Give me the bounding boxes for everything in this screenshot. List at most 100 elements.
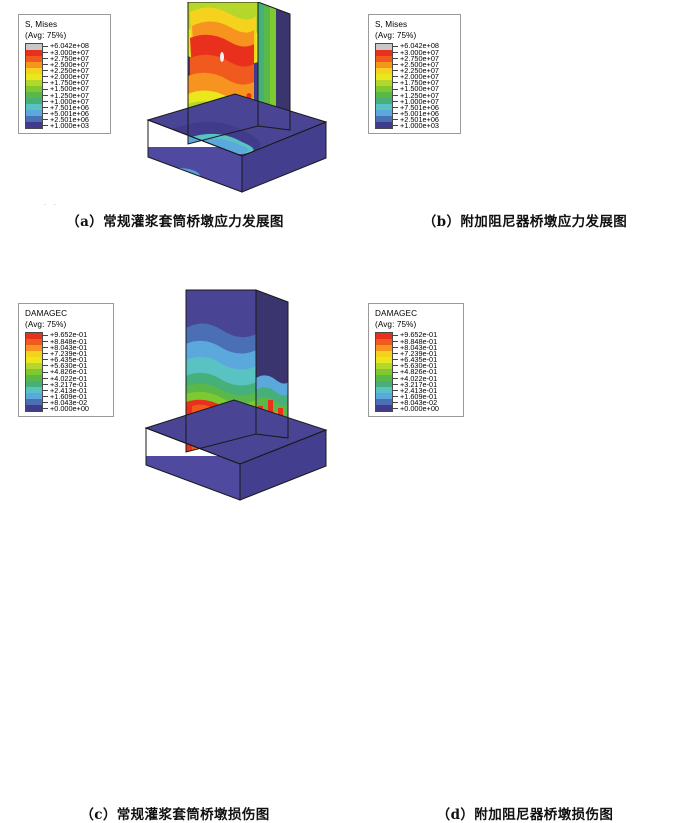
legend-tick-label: +3.000e+07 bbox=[393, 48, 455, 56]
legend-swatch bbox=[26, 98, 42, 104]
legend-tick-label: +2.501e+06 bbox=[43, 116, 105, 123]
legend-tick-label: +2.413e-01 bbox=[43, 387, 108, 394]
legend-b: S, Mises (Avg: 75%) +6.042e+08 +3.000e+07… bbox=[368, 14, 461, 134]
legend-swatch bbox=[376, 345, 392, 351]
legend-tick-label: +2.500e+07 bbox=[43, 61, 105, 68]
legend-d-title-line2: (Avg: 75%) bbox=[375, 319, 417, 329]
legend-swatch bbox=[376, 56, 392, 62]
legend-tick-label: +6.042e+08 bbox=[43, 42, 105, 50]
legend-tick-label: +1.500e+07 bbox=[393, 85, 455, 93]
legend-swatch bbox=[26, 339, 42, 345]
legend-tick-label: +8.848e-01 bbox=[393, 337, 458, 345]
legend-tick-label: +2.000e+07 bbox=[393, 73, 455, 80]
legend-swatch bbox=[376, 50, 392, 56]
panel-b: S, Mises (Avg: 75%) +6.042e+08 +3.000e+07… bbox=[350, 0, 700, 278]
legend-swatch bbox=[26, 381, 42, 387]
legend-swatch bbox=[376, 363, 392, 369]
legend-tick-label: +1.750e+07 bbox=[43, 79, 105, 87]
legend-tick-label: +6.435e-01 bbox=[393, 356, 458, 363]
legend-swatch bbox=[376, 405, 392, 411]
legend-tick-label: +1.000e+07 bbox=[393, 97, 455, 105]
legend-swatch bbox=[376, 381, 392, 387]
legend-tick-label: +8.848e-01 bbox=[43, 337, 108, 345]
legend-swatch bbox=[26, 110, 42, 116]
legend-c-title-line2: (Avg: 75%) bbox=[25, 319, 67, 329]
legend-tick-label: +2.413e-01 bbox=[393, 387, 458, 394]
legend-swatch bbox=[26, 56, 42, 62]
legend-swatch bbox=[376, 68, 392, 74]
legend-tick-label: +1.250e+07 bbox=[43, 91, 105, 99]
legend-swatch bbox=[26, 369, 42, 375]
legend-swatch bbox=[26, 80, 42, 86]
legend-tick-label: +2.750e+07 bbox=[43, 54, 105, 62]
fea-model-a-stress-no-damper bbox=[130, 2, 345, 202]
legend-swatch bbox=[26, 345, 42, 351]
legend-tick-label: +6.042e+08 bbox=[393, 42, 455, 50]
legend-swatch bbox=[376, 74, 392, 80]
legend-tick-label: +6.435e-01 bbox=[43, 356, 108, 363]
legend-swatch bbox=[376, 375, 392, 381]
panel-a: S, Mises (Avg: 75%) +6.042e+08 +3.000e+07… bbox=[0, 0, 350, 278]
legend-tick-label: +3.000e+07 bbox=[43, 48, 105, 56]
legend-tick-label: +2.000e+07 bbox=[43, 73, 105, 80]
caption-b: （b）附加阻尼器桥墩应力发展图 bbox=[422, 214, 628, 230]
legend-tick-label: +2.750e+07 bbox=[393, 54, 455, 62]
fea-model-c-damage-no-damper bbox=[130, 288, 345, 508]
legend-c-colorbar bbox=[25, 332, 43, 412]
legend-tick-label: +2.501e+06 bbox=[393, 116, 455, 123]
legend-swatch bbox=[376, 393, 392, 399]
legend-tick-label: +5.630e-01 bbox=[393, 362, 458, 369]
legend-swatch bbox=[26, 333, 42, 339]
legend-swatch bbox=[376, 80, 392, 86]
legend-tick-label: +1.609e-01 bbox=[393, 393, 458, 400]
legend-tick-label: +1.000e+03 bbox=[43, 122, 105, 129]
legend-swatch bbox=[26, 68, 42, 74]
legend-tick-label: +9.652e-01 bbox=[393, 331, 458, 339]
legend-swatch bbox=[376, 104, 392, 110]
legend-tick-label: +7.501e+06 bbox=[393, 104, 455, 111]
caption-a: （a）常规灌浆套筒桥墩应力发展图 bbox=[66, 214, 284, 230]
legend-swatch bbox=[376, 110, 392, 116]
legend-tick-label: +8.043e-02 bbox=[393, 399, 458, 406]
legend-swatch bbox=[26, 375, 42, 381]
legend-swatch bbox=[376, 122, 392, 128]
legend-tick-label: +0.000e+00 bbox=[43, 405, 108, 413]
legend-swatch bbox=[26, 351, 42, 357]
legend-tick-label: +1.000e+07 bbox=[43, 97, 105, 105]
legend-tick-label: +5.630e-01 bbox=[43, 362, 108, 369]
legend-d: DAMAGEC (Avg: 75%) +9.652e-01 +8.848e-01 +… bbox=[368, 303, 464, 417]
legend-tick-label: +9.652e-01 bbox=[43, 331, 108, 339]
legend-c-title-line1: DAMAGEC bbox=[25, 309, 68, 318]
legend-tick-label: +4.826e-01 bbox=[393, 368, 458, 376]
legend-tick-label: +1.609e-01 bbox=[43, 393, 108, 400]
legend-a: S, Mises (Avg: 75%) +6.042e+08 +3.000e+07… bbox=[18, 14, 111, 134]
legend-tick-label: +4.022e-01 bbox=[393, 374, 458, 382]
legend-swatch bbox=[26, 74, 42, 80]
legend-swatch bbox=[26, 387, 42, 393]
legend-c: DAMAGEC (Avg: 75%) +9.652e-01 +8.848e-01 +… bbox=[18, 303, 114, 417]
legend-swatch bbox=[376, 369, 392, 375]
legend-tick-label: +7.239e-01 bbox=[43, 350, 108, 357]
legend-tick-label: +3.217e-01 bbox=[43, 380, 108, 388]
legend-swatch bbox=[376, 339, 392, 345]
legend-tick-label: +2.250e+07 bbox=[393, 67, 455, 74]
legend-tick-label: +8.043e-01 bbox=[43, 344, 108, 351]
legend-swatch bbox=[26, 92, 42, 98]
legend-swatch bbox=[26, 62, 42, 68]
legend-b-title-line1: S, Mises bbox=[375, 20, 408, 29]
legend-tick-label: +2.250e+07 bbox=[43, 67, 105, 74]
legend-tick-label: +1.000e+03 bbox=[393, 122, 455, 129]
legend-tick-label: +7.239e-01 bbox=[393, 350, 458, 357]
legend-d-ticklabels: +9.652e-01 +8.848e-01 +8.043e-01 +7.239e-01… bbox=[393, 331, 458, 413]
legend-swatch bbox=[376, 116, 392, 122]
legend-swatch bbox=[376, 333, 392, 339]
legend-swatch bbox=[26, 44, 42, 50]
legend-tick-label: +2.500e+07 bbox=[393, 61, 455, 68]
legend-tick-label: +4.022e-01 bbox=[43, 374, 108, 382]
legend-swatch bbox=[26, 104, 42, 110]
legend-tick-label: +8.043e-01 bbox=[393, 344, 458, 351]
legend-swatch bbox=[26, 122, 42, 128]
legend-swatch bbox=[26, 399, 42, 405]
legend-swatch bbox=[376, 387, 392, 393]
legend-tick-label: +8.043e-02 bbox=[43, 399, 108, 406]
